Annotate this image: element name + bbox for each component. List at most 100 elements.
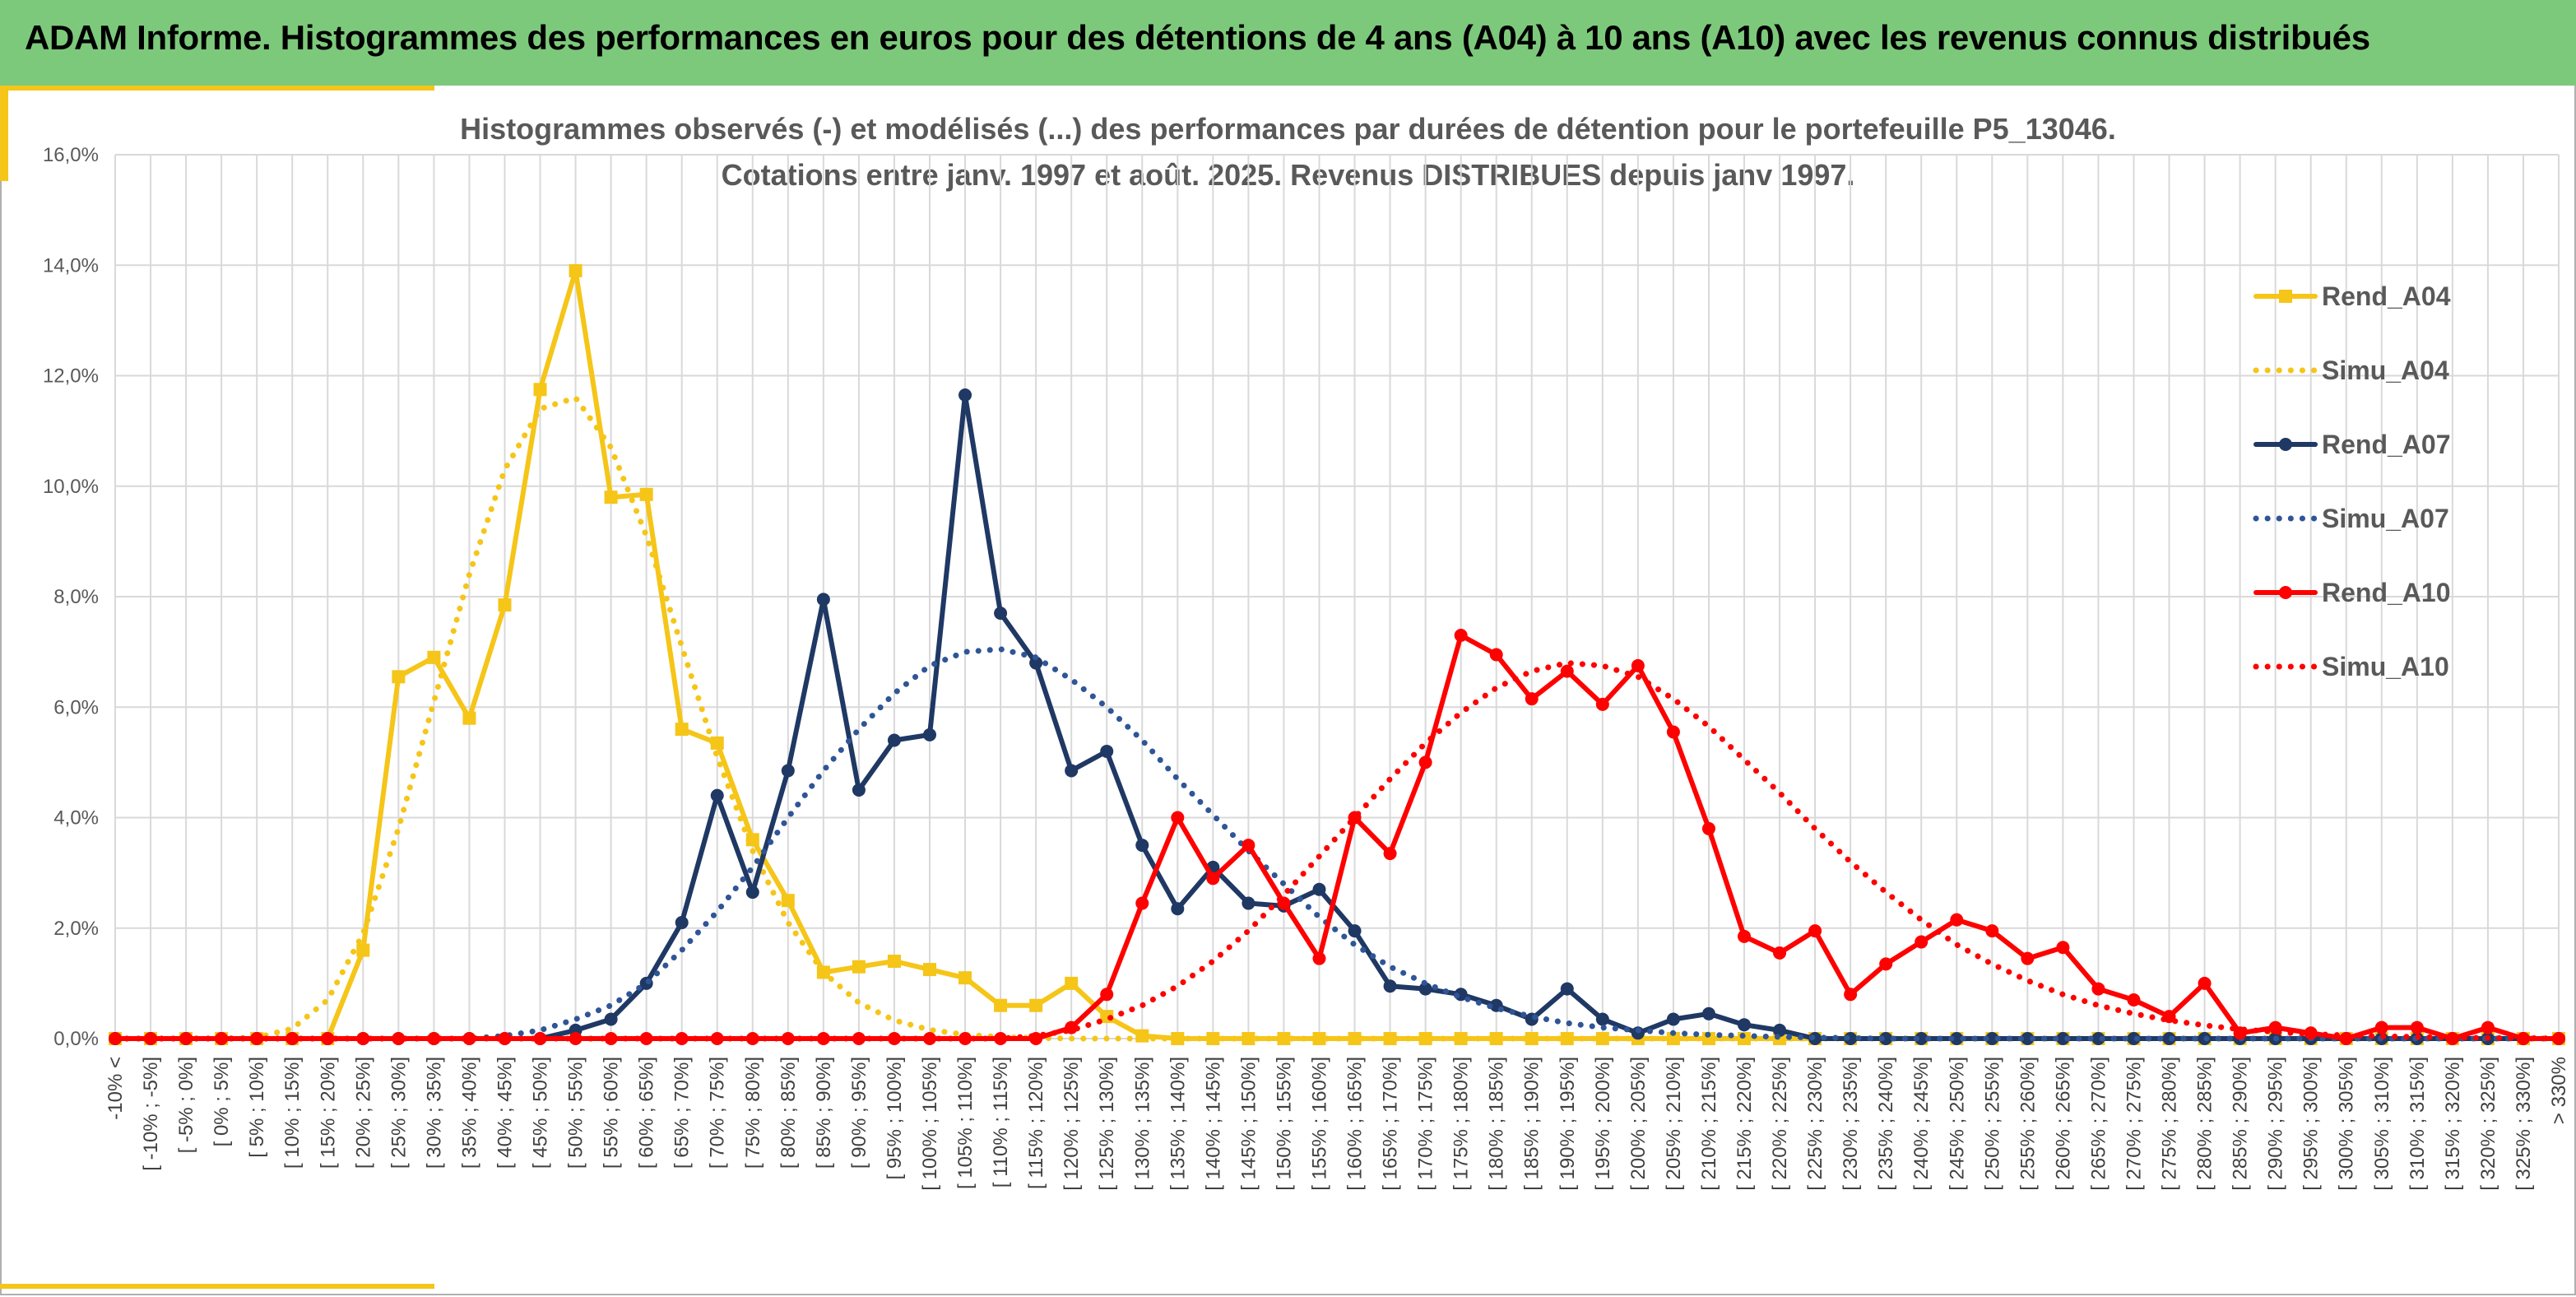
marker-rend-a04 — [392, 670, 406, 684]
marker-rend-a10 — [1135, 896, 1149, 910]
marker-rend-a07 — [781, 764, 795, 778]
legend-item: Simu_A04 — [2253, 354, 2467, 387]
marker-rend-a04 — [1489, 1032, 1503, 1045]
x-tick-label: [ 110% ; 115%] — [990, 1057, 1012, 1188]
marker-rend-a10 — [1666, 725, 1680, 739]
x-tick-label: [ -5% ; 0%] — [175, 1057, 197, 1153]
y-tick-label: 2,0% — [53, 918, 99, 940]
legend-swatch — [2253, 367, 2318, 374]
marker-rend-a04 — [639, 487, 653, 501]
marker-rend-a10 — [1879, 957, 1893, 971]
x-tick-label: [ 300% ; 305%] — [2336, 1057, 2358, 1191]
marker-rend-a10 — [1100, 988, 1114, 1002]
accent-bar-top — [0, 86, 434, 91]
x-tick-label: [ 275% ; 280%] — [2159, 1057, 2181, 1191]
marker-rend-a07 — [1135, 839, 1149, 853]
marker-rend-a07 — [994, 607, 1008, 621]
legend-swatch — [2253, 515, 2318, 522]
series-line-rend-a10 — [113, 633, 2561, 1041]
x-tick-label: [ 215% ; 220%] — [1734, 1057, 1756, 1191]
marker-rend-a10 — [1418, 755, 1432, 769]
legend-item: Simu_A07 — [2253, 502, 2467, 535]
marker-rend-a07 — [1418, 982, 1432, 996]
marker-rend-a07 — [1171, 902, 1185, 916]
marker-rend-a10 — [285, 1032, 299, 1045]
series-line-simu-a04 — [112, 394, 2562, 1042]
marker-rend-a04 — [498, 598, 512, 612]
marker-rend-a10 — [1738, 929, 1751, 943]
marker-rend-a10 — [958, 1032, 972, 1045]
accent-bar-left — [0, 86, 8, 181]
marker-rend-a10 — [2056, 941, 2070, 955]
marker-rend-a10 — [1631, 658, 1645, 672]
y-tick-label: 10,0% — [43, 476, 99, 498]
marker-rend-a07 — [816, 593, 830, 607]
marker-rend-a07 — [1383, 979, 1397, 993]
marker-rend-a10 — [427, 1032, 441, 1045]
x-tick-label: [ 25% ; 30%] — [388, 1057, 410, 1169]
legend-swatch — [2253, 438, 2318, 451]
x-tick-label: [ 230% ; 235%] — [1840, 1057, 1862, 1191]
marker-rend-a10 — [1242, 839, 1256, 853]
marker-rend-a10 — [462, 1032, 476, 1045]
marker-rend-a10 — [2374, 1020, 2388, 1034]
x-tick-label: [ 40% ; 45%] — [494, 1057, 516, 1169]
x-tick-label: [ 270% ; 275%] — [2123, 1057, 2145, 1191]
y-tick-label: 14,0% — [43, 254, 99, 277]
marker-rend-a04 — [1418, 1032, 1432, 1045]
marker-rend-a07 — [2127, 1032, 2141, 1045]
marker-rend-a10 — [1383, 847, 1397, 861]
x-tick-label: -10% < — [104, 1057, 127, 1120]
marker-rend-a07 — [852, 783, 866, 797]
x-tick-label: [ 75% ; 80%] — [742, 1057, 764, 1169]
y-tick-label: 12,0% — [43, 365, 99, 388]
marker-rend-a07 — [1560, 982, 1574, 996]
y-tick-label: 4,0% — [53, 807, 99, 830]
series-line-simu-a07 — [112, 646, 2562, 1042]
marker-rend-a07 — [1312, 882, 1326, 896]
legend-item: Rend_A10 — [2253, 576, 2467, 609]
x-tick-label: [ 160% ; 165%] — [1344, 1057, 1367, 1191]
marker-rend-a10 — [1454, 628, 1468, 642]
marker-rend-a07 — [1595, 1012, 1609, 1026]
x-tick-label: [ 180% ; 185%] — [1486, 1057, 1508, 1191]
series-line-simu-a10 — [112, 660, 2562, 1042]
x-tick-label: [ 245% ; 250%] — [1946, 1057, 1968, 1191]
marker-rend-a07 — [2091, 1032, 2105, 1045]
x-tick-label: [ 115% ; 120%] — [1025, 1057, 1047, 1189]
x-tick-label: [ 10% ; 15%] — [281, 1057, 304, 1169]
marker-rend-a04 — [1525, 1032, 1539, 1045]
x-tick-label: [ 90% ; 95%] — [848, 1057, 870, 1169]
marker-rend-a07 — [604, 1012, 618, 1026]
marker-rend-a07 — [1666, 1012, 1680, 1026]
series-line-rend-a04 — [113, 268, 2561, 1041]
marker-rend-a10 — [1915, 935, 1929, 949]
x-tick-label: [ 235% ; 240%] — [1875, 1057, 1897, 1191]
x-tick-label: [ 80% ; 85%] — [777, 1057, 800, 1169]
marker-rend-a10 — [1560, 664, 1574, 678]
y-axis: 0,0% 2,0% 4,0% 6,0% 8,0% 10,0% 12,0% 14,0% 16,0% — [43, 144, 99, 1050]
marker-rend-a04 — [1312, 1032, 1326, 1045]
marker-rend-a10 — [392, 1032, 406, 1045]
x-tick-label: [ 250% ; 255%] — [1981, 1057, 2003, 1191]
x-tick-label: [ 35% ; 40%] — [458, 1057, 480, 1169]
x-tick-label: [ 295% ; 300%] — [2300, 1057, 2323, 1191]
x-tick-label: [ 15% ; 20%] — [317, 1057, 339, 1169]
x-tick-label: [ 305% ; 310%] — [2371, 1057, 2393, 1191]
marker-rend-a04 — [1065, 976, 1079, 990]
marker-rend-a10 — [2410, 1020, 2424, 1034]
x-tick-label: [ 120% ; 125%] — [1061, 1057, 1083, 1191]
marker-rend-a04 — [923, 963, 936, 977]
marker-rend-a04 — [533, 383, 547, 397]
marker-rend-a04 — [604, 490, 618, 504]
marker-rend-a04 — [1029, 998, 1043, 1012]
x-tick-label: [ 325% ; 330%] — [2513, 1057, 2535, 1191]
x-tick-label: [ 45% ; 50%] — [530, 1057, 552, 1169]
marker-rend-a04 — [994, 998, 1008, 1012]
x-tick-label: [ 225% ; 230%] — [1804, 1057, 1826, 1191]
x-tick-label: [ 285% ; 290%] — [2230, 1057, 2252, 1191]
marker-rend-a07 — [745, 886, 759, 900]
x-tick-label: [ 170% ; 175%] — [1415, 1057, 1437, 1191]
x-tick-label: [ 240% ; 245%] — [1910, 1057, 1933, 1191]
